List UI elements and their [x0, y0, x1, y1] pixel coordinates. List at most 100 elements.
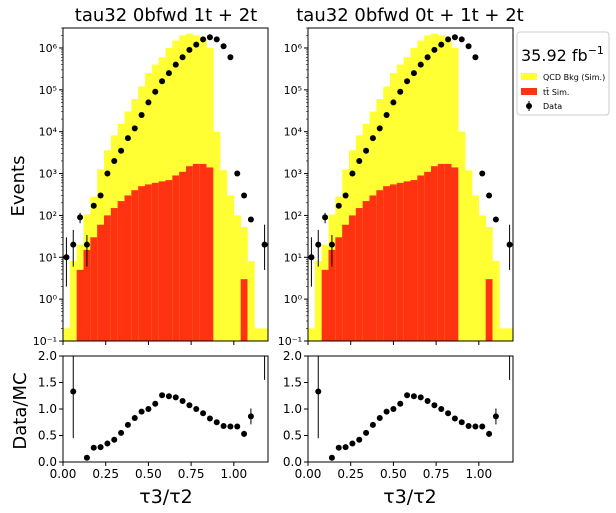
ratio-point	[145, 406, 152, 412]
right-ratio-axes: 0.0 0.5 1.0 1.5 2.0 0.00 0.25 0.50 0.75 1.00	[283, 349, 514, 481]
ratio-y-tick-label: 1.5	[283, 376, 302, 390]
main-axes-frame	[307, 27, 514, 342]
data-point	[172, 61, 179, 68]
data-point	[356, 157, 363, 164]
ttbar-bar	[376, 190, 384, 341]
ttbar-bar	[437, 163, 445, 341]
ttbar-bar	[206, 167, 214, 341]
data-point	[506, 241, 513, 248]
ratio-point	[118, 429, 125, 436]
data-point	[486, 192, 493, 199]
legend-data-marker	[526, 103, 532, 109]
y-tick-label: 10³	[39, 168, 57, 181]
ratio-point	[83, 454, 90, 461]
ratio-point	[376, 415, 383, 422]
ratio-point	[397, 400, 404, 407]
y-tick-label: 10⁶	[284, 42, 303, 55]
qcd-bar	[478, 215, 486, 341]
ratio-point	[220, 422, 227, 429]
qcd-bar	[314, 261, 322, 341]
data-point	[200, 36, 207, 43]
qcd-bar	[506, 328, 514, 341]
data-point	[241, 192, 248, 199]
left-main-data-points	[63, 34, 268, 287]
qcd-bar	[69, 261, 77, 341]
data-point	[315, 241, 322, 248]
left-x-axis-label: τ3/τ2	[139, 486, 192, 508]
data-point	[124, 135, 131, 142]
ttbar-bar	[199, 163, 207, 341]
data-point	[206, 34, 213, 41]
ratio-point	[234, 423, 241, 430]
ratio-point	[492, 413, 499, 420]
qcd-bar	[261, 328, 269, 341]
ttbar-bar	[362, 201, 370, 341]
qcd-bar	[247, 261, 255, 341]
qcd-bar	[458, 131, 466, 341]
right-main-bars	[308, 33, 514, 342]
ttbar-bar	[321, 269, 329, 341]
data-point	[431, 46, 438, 53]
qcd-bar	[492, 261, 500, 341]
ratio-point	[131, 415, 138, 422]
data-point	[111, 157, 118, 164]
ratio-point	[111, 436, 118, 443]
data-point	[152, 88, 159, 95]
ratio-point	[104, 440, 111, 447]
ttbar-bar	[110, 208, 118, 341]
data-point	[138, 112, 145, 119]
left-ratio-axes: 0.0 0.5 1.0 1.5 2.0 0.00 0.25 0.50 0.75 1.00	[38, 349, 269, 481]
right-main-data-points	[308, 34, 513, 287]
data-point	[308, 254, 315, 261]
ttbar-bar	[410, 180, 418, 341]
y-tick-label: 10¹	[284, 251, 302, 264]
data-point	[410, 70, 417, 77]
y-tick-label: 10⁵	[39, 84, 57, 97]
left-chart-title: tau32 0bfwd 1t + 2t	[75, 5, 257, 26]
data-point	[70, 241, 77, 248]
ttbar-bar	[76, 269, 84, 341]
data-point	[165, 70, 172, 77]
ttbar-bar	[138, 186, 146, 341]
legend-label-ttbar: tt̄ Sim.	[543, 87, 569, 97]
ratio-point	[383, 408, 390, 415]
ratio-point	[356, 436, 363, 443]
ratio-y-tick-label: 1.0	[283, 402, 302, 416]
left-ratio-data-points	[70, 356, 266, 461]
ratio-point	[206, 415, 213, 422]
qcd-bar	[220, 170, 228, 341]
ratio-point	[458, 419, 465, 426]
y-tick-label: 10⁻¹	[33, 335, 57, 348]
qcd-bar	[227, 195, 235, 341]
y-tick-label: 10³	[284, 168, 302, 181]
ttbar-bar	[165, 180, 173, 341]
y-tick-label: 10²	[284, 209, 302, 222]
data-point	[458, 36, 465, 43]
ratio-point	[124, 421, 131, 428]
ratio-point	[165, 393, 172, 400]
data-point	[186, 46, 193, 53]
ratio-point	[335, 444, 342, 451]
ttbar-bar	[124, 195, 132, 341]
ratio-point	[363, 429, 370, 436]
main-y-axis-label: Events	[8, 156, 29, 217]
data-point	[465, 43, 472, 50]
ttbar-bar	[90, 237, 98, 341]
ratio-point	[159, 392, 166, 399]
ttbar-bar	[355, 208, 363, 341]
ratio-point	[90, 444, 97, 451]
legend-swatch-ttbar	[521, 88, 537, 95]
data-point	[369, 135, 376, 142]
data-point	[63, 254, 70, 261]
ratio-point	[97, 444, 104, 451]
ttbar-bar	[328, 249, 336, 341]
ratio-y-tick-label: 2.0	[38, 349, 57, 363]
ttbar-bar	[158, 181, 166, 341]
right-ratio-data-points	[315, 356, 511, 461]
qcd-bar	[233, 215, 241, 341]
data-point	[424, 54, 431, 61]
y-tick-label: 10⁰	[284, 293, 303, 306]
ttbar-bar	[151, 182, 159, 341]
data-point	[159, 78, 166, 85]
